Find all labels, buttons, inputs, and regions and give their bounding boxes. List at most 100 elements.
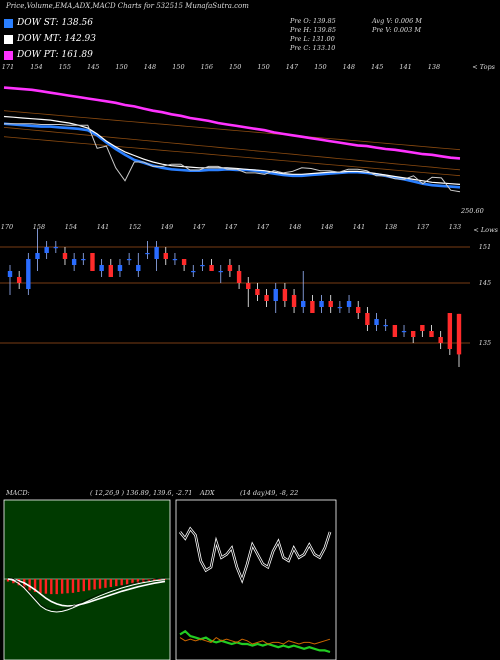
candle-body [447,313,453,349]
adx-label: ADX [200,489,215,497]
top-price-label: 150 [257,63,269,71]
candle-body [154,247,159,259]
macd-line [7,578,166,613]
ema-close-line [4,123,461,193]
candle-body [310,301,315,313]
low-price-label: 141 [97,223,109,231]
candle-body [346,301,352,307]
legend-swatch-icon [4,18,13,28]
top-price-label: 150 [314,63,326,71]
low-price-label: 147 [257,223,270,231]
lows-corner-label: < Lows [473,226,498,234]
candle-body [200,265,205,267]
candle-body [227,265,233,271]
candle-body [410,331,416,337]
low-price-label: 154 [65,223,77,231]
stat-pre-open: Pre O: 139.85 [290,17,336,25]
low-price-label: 148 [289,223,301,231]
candle-body [282,289,288,301]
top-price-label: 156 [201,63,213,71]
legend-swatch-icon [4,34,13,44]
candle-body [71,259,77,265]
candle-body [126,259,132,261]
candle-body [35,253,40,259]
stat-pre-volume: Pre V: 0.003 M [372,26,422,34]
top-price-label: 148 [144,63,156,71]
top-price-label: 141 [399,63,411,71]
low-price-label: 147 [225,223,238,231]
candle-body [337,307,343,309]
candle-body [246,283,251,289]
candle-body [383,325,388,327]
candle-body [291,295,297,307]
candle-body [319,301,324,307]
candle-body [53,247,59,249]
low-price-label: 170 [1,223,13,231]
top-price-label: 138 [428,63,440,71]
low-price-label: 152 [129,223,141,231]
top-price-label: 154 [30,63,42,71]
top-price-label: 145 [87,63,99,71]
low-price-label: 133 [449,223,461,231]
candle-body [145,253,150,255]
low-price-label: 138 [385,223,397,231]
stat-pre-low: Pre L: 131.00 [290,35,335,43]
candle-body [191,271,196,273]
top-price-label: 148 [343,63,355,71]
low-price-label: 158 [33,223,45,231]
low-price-label: 147 [193,223,206,231]
macd-line-shadow [7,576,166,611]
candle-body [438,337,443,343]
low-price-label: 141 [353,223,365,231]
macd-signal-line [7,578,166,607]
candle-body [429,331,434,337]
candle-body [108,265,113,277]
price-level-label: 145 [479,279,491,287]
candle-body [218,271,223,273]
candle-body [7,271,13,277]
candle-body [90,253,95,271]
legend-label: DOW PT: 161.89 [17,50,93,60]
top-price-label: 171 [2,63,14,71]
candle-body [392,325,398,337]
ema-band-line [3,136,461,177]
candle-body [420,325,425,331]
di-line [179,629,331,654]
stat-pre-close: Pre C: 133.10 [290,44,336,52]
legend-dow-pt: DOW PT: 161.89 [4,48,93,62]
price-level-label: 135 [479,339,491,347]
candle-body [62,253,68,259]
candle-body [365,313,370,325]
top-price-label: 147 [286,63,299,71]
candle-body [26,259,31,289]
di-line [179,636,331,645]
candle-body [264,295,269,301]
legend-dow-st: DOW ST: 138.56 [4,16,93,30]
ema-band-line [3,127,461,171]
low-price-label: 148 [321,223,333,231]
candle-body [181,259,187,265]
candle-body [81,259,86,261]
macd-values: ( 12,26,9 ) 136.89, 139.6, -2.71 [90,489,193,497]
legend-swatch-icon [4,50,13,60]
candle-body [172,259,178,261]
tops-corner-label: < Tops [472,63,495,71]
ema-last-value-label: 250.60 [460,207,484,215]
candle-body [456,313,462,355]
top-price-label: 150 [115,63,127,71]
price-level-label: 151 [479,243,491,251]
candle-body [16,277,22,283]
candle-body [255,289,260,295]
adx-values: (14 day)49, -8, 22 [240,489,299,497]
candle-body [99,265,104,271]
candle-body [117,265,123,271]
candle-body [374,319,379,325]
stat-pre-high: Pre H: 139.85 [290,26,337,34]
legend-label: DOW MT: 142.93 [17,34,96,44]
low-price-label: 149 [161,223,173,231]
candle-body [273,289,278,301]
top-price-label: 155 [59,63,71,71]
chart-title: Price,Volume,EMA,ADX,MACD Charts for 532… [6,2,249,10]
candle-body [136,265,141,271]
